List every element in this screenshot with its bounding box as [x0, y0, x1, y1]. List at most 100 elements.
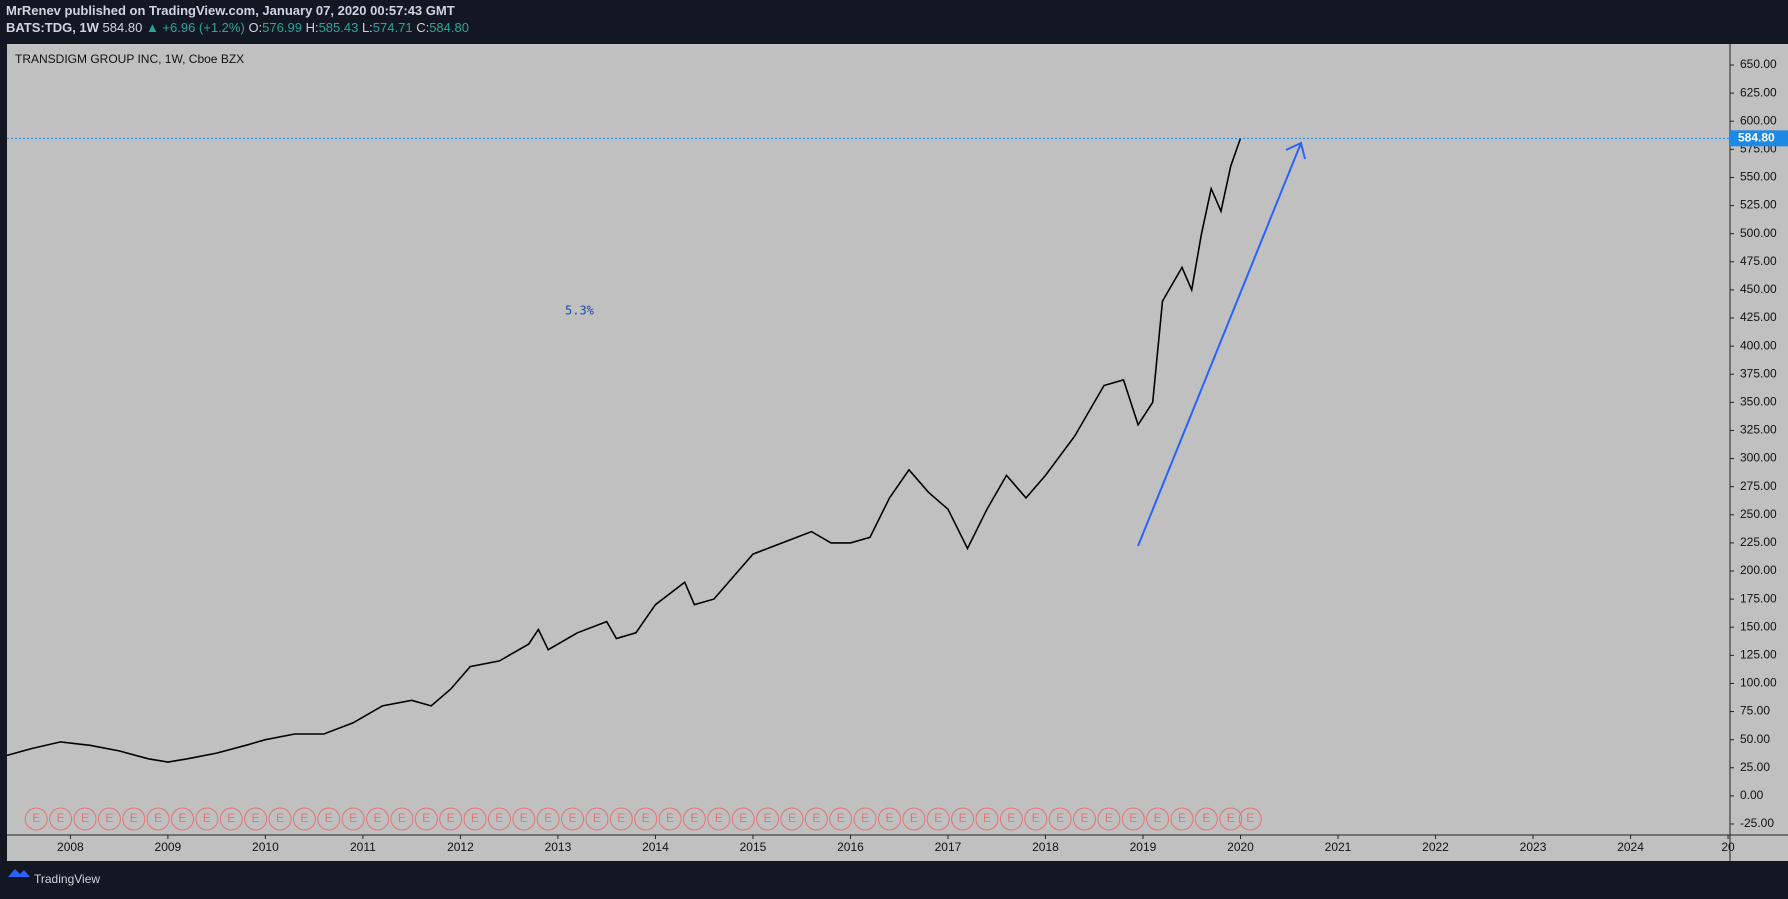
earnings-marker: [219, 807, 243, 831]
earnings-marker: [73, 807, 97, 831]
earnings-marker: [975, 807, 999, 831]
earnings-label: E: [300, 811, 308, 825]
x-tick-label: 2019: [1130, 840, 1157, 854]
earnings-label: E: [1007, 811, 1015, 825]
x-tick-label: 2024: [1617, 840, 1644, 854]
earnings-label: E: [325, 811, 333, 825]
y-tick-label: 0.00: [1740, 788, 1764, 802]
earnings-label: E: [959, 811, 967, 825]
earnings-label: E: [471, 811, 479, 825]
earnings-label: E: [252, 811, 260, 825]
y-tick-label: 500.00: [1740, 226, 1777, 240]
y-tick-label: 25.00: [1740, 760, 1770, 774]
chart-background: [7, 44, 1788, 861]
x-tick-label: 2008: [57, 840, 84, 854]
earnings-marker: [951, 807, 975, 831]
earnings-marker: [999, 807, 1023, 831]
earnings-label: E: [1227, 811, 1235, 825]
earnings-marker: [1194, 807, 1218, 831]
earnings-marker: [414, 807, 438, 831]
earnings-label: E: [32, 811, 40, 825]
earnings-marker: [634, 807, 658, 831]
c-label: C:: [416, 20, 429, 35]
earnings-marker: [24, 807, 48, 831]
earnings-marker: [804, 807, 828, 831]
earnings-marker: [853, 807, 877, 831]
earnings-label: E: [81, 811, 89, 825]
earnings-label: E: [1080, 811, 1088, 825]
earnings-label: E: [179, 811, 187, 825]
earnings-marker: [97, 807, 121, 831]
earnings-label: E: [374, 811, 382, 825]
earnings-marker: [1048, 807, 1072, 831]
price-line: [6, 138, 1242, 763]
brand[interactable]: TradingView: [34, 872, 100, 886]
l-label: L:: [362, 20, 373, 35]
earnings-label: E: [690, 811, 698, 825]
earnings-marker: [658, 807, 682, 831]
earnings-label: E: [1105, 811, 1113, 825]
x-tick-label: 20: [1721, 840, 1735, 854]
earnings-marker: [268, 807, 292, 831]
y-tick-label: 475.00: [1740, 254, 1777, 268]
earnings-marker: [487, 807, 511, 831]
earnings-marker: [512, 807, 536, 831]
x-tick-label: 2015: [740, 840, 767, 854]
y-tick-label: -25.00: [1740, 816, 1774, 830]
earnings-label: E: [447, 811, 455, 825]
earnings-marker: [49, 807, 73, 831]
earnings-label: E: [569, 811, 577, 825]
y-tick-label: 200.00: [1740, 563, 1777, 577]
earnings-marker: [682, 807, 706, 831]
high: 585.43: [319, 20, 359, 35]
earnings-label: E: [593, 811, 601, 825]
y-tick-label: 525.00: [1740, 198, 1777, 212]
x-tick-label: 2018: [1032, 840, 1059, 854]
earnings-label: E: [1178, 811, 1186, 825]
earnings-marker: [877, 807, 901, 831]
earnings-marker: [1024, 807, 1048, 831]
earnings-label: E: [666, 811, 674, 825]
y-tick-label: 75.00: [1740, 704, 1770, 718]
publisher: MrRenev published on TradingView.com, Ja…: [6, 3, 455, 18]
earnings-marker: [317, 807, 341, 831]
earnings-label: E: [544, 811, 552, 825]
earnings-label: E: [520, 811, 528, 825]
earnings-label: E: [861, 811, 869, 825]
earnings-marker: [1072, 807, 1096, 831]
earnings-marker: [609, 807, 633, 831]
earnings-label: E: [1056, 811, 1064, 825]
earnings-marker: [731, 807, 755, 831]
y-tick-label: 225.00: [1740, 535, 1777, 549]
earnings-label: E: [227, 811, 235, 825]
y-tick-label: 625.00: [1740, 85, 1777, 99]
earnings-label: E: [203, 811, 211, 825]
earnings-marker: [707, 807, 731, 831]
y-tick-label: 600.00: [1740, 113, 1777, 127]
logo[interactable]: [8, 869, 30, 877]
earnings-marker: [756, 807, 780, 831]
earnings-label: E: [715, 811, 723, 825]
y-tick-label: 100.00: [1740, 676, 1777, 690]
earnings-marker: [829, 807, 853, 831]
x-tick-label: 2011: [350, 840, 376, 854]
y-tick-label: 175.00: [1740, 591, 1777, 605]
y-tick-label: 450.00: [1740, 282, 1777, 296]
earnings-label: E: [885, 811, 893, 825]
earnings-marker: [341, 807, 365, 831]
earnings-label: E: [617, 811, 625, 825]
x-tick-label: 2014: [642, 840, 669, 854]
earnings-marker: [292, 807, 316, 831]
y-tick-label: 375.00: [1740, 366, 1777, 380]
earnings-label: E: [934, 811, 942, 825]
earnings-marker: [463, 807, 487, 831]
earnings-marker: [902, 807, 926, 831]
earnings-marker: [146, 807, 170, 831]
earnings-marker: [585, 807, 609, 831]
earnings-label: E: [276, 811, 284, 825]
x-tick-label: 2016: [837, 840, 864, 854]
earnings-label: E: [1129, 811, 1137, 825]
earnings-label: E: [764, 811, 772, 825]
low: 574.71: [373, 20, 413, 35]
